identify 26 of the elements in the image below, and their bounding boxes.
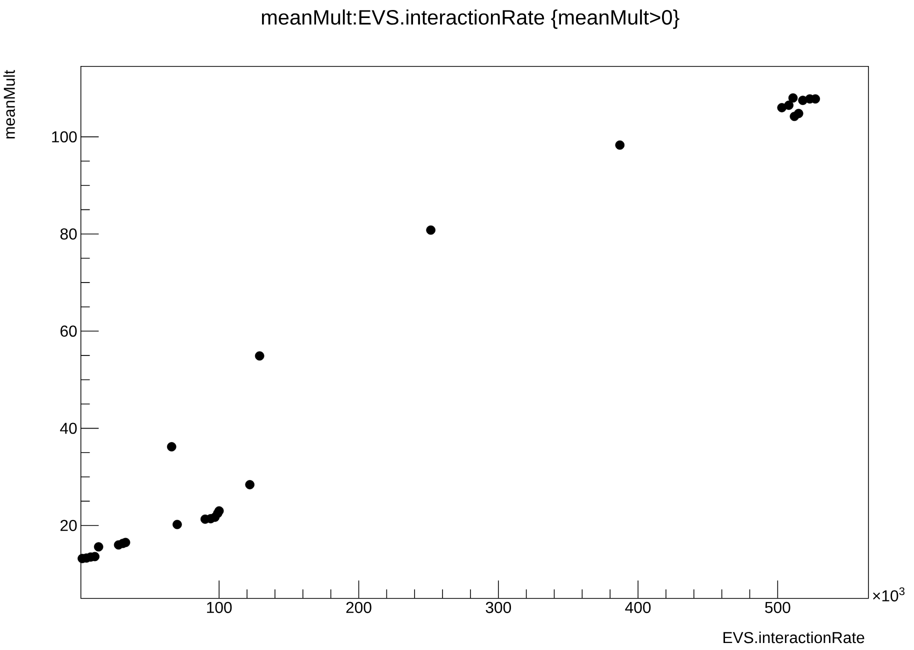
point — [166, 442, 176, 452]
x-tick-label: 300 — [486, 602, 511, 614]
x-tick-label: 100 — [207, 602, 232, 614]
chart-title: meanMult:EVS.interactionRate {meanMult>0} — [262, 10, 680, 29]
point — [214, 506, 224, 516]
point — [120, 538, 130, 548]
x-axis-title: EVS.interactionRate — [724, 632, 864, 644]
point — [788, 93, 798, 103]
y-tick-label: 80 — [60, 228, 77, 240]
point — [94, 542, 104, 552]
x-tick-label: 400 — [625, 602, 651, 614]
point — [615, 140, 625, 150]
text: ×10$^{3}$ — [873, 587, 905, 602]
point — [794, 108, 804, 118]
point — [254, 351, 264, 361]
y-tick-label: 40 — [60, 422, 77, 434]
y-tick-label: 100 — [52, 131, 77, 142]
y-tick-label: 20 — [60, 520, 77, 532]
point — [172, 520, 182, 530]
x-tick-label: 500 — [765, 602, 790, 614]
point — [784, 100, 794, 110]
point — [426, 225, 436, 235]
point — [245, 480, 254, 490]
y-tick-label: 60 — [60, 326, 77, 337]
x-tick-label: 200 — [346, 602, 372, 614]
y-axis-title: meanMult — [3, 70, 15, 138]
